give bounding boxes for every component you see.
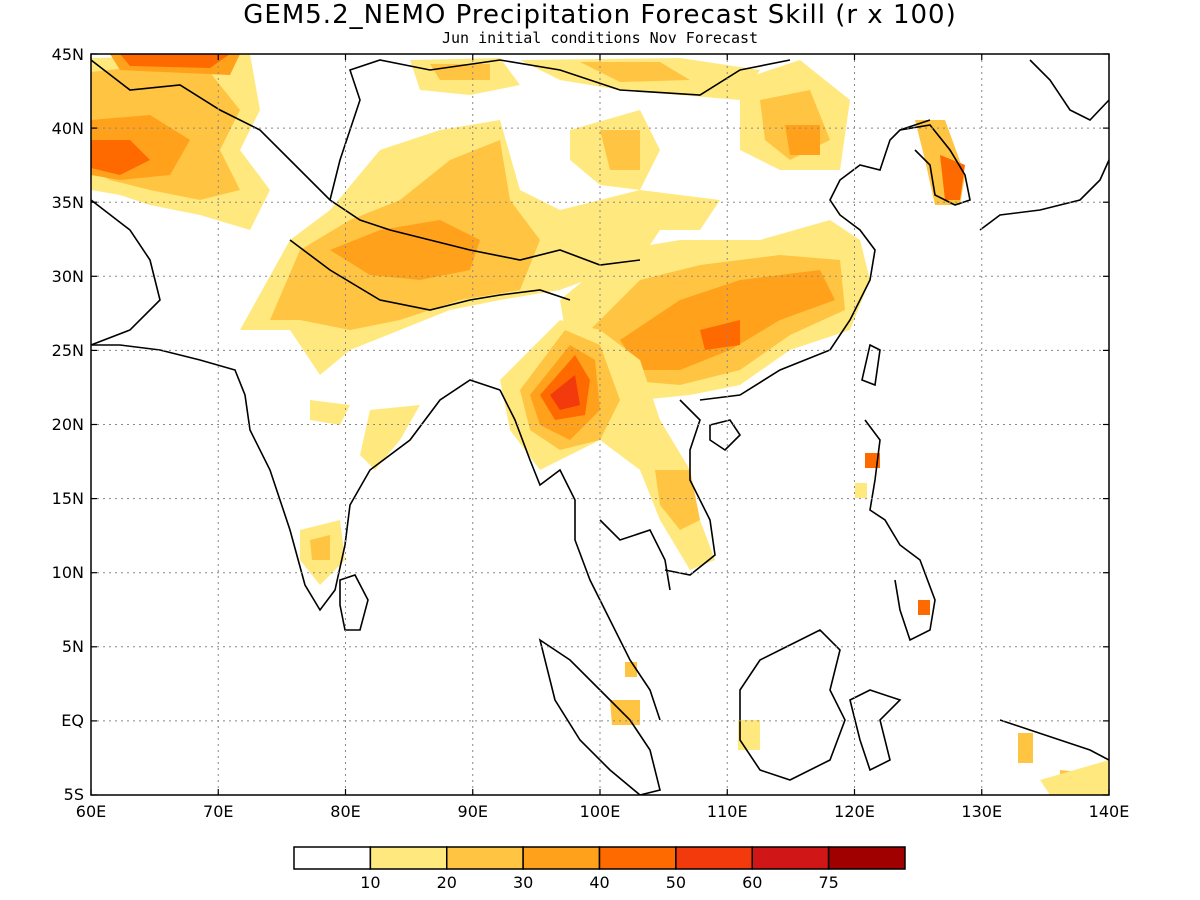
colorbar-swatch [293, 846, 372, 870]
coastline-south-china [699, 119, 931, 401]
coastline-sri-lanka [339, 574, 369, 631]
skill-contour [620, 270, 835, 370]
coastline-philippines [864, 419, 936, 642]
colorbar-label: 30 [513, 873, 533, 892]
coastline-japan [979, 159, 1109, 231]
colorbar-label: 10 [360, 873, 380, 892]
colorbar-label: 75 [818, 873, 838, 892]
skill-cell [918, 600, 930, 615]
lon-tick-label: 110E [707, 802, 748, 821]
colorbar-label: 20 [437, 873, 457, 892]
skill-contour [655, 470, 700, 530]
coastline-sumatra [538, 638, 661, 795]
skill-field [91, 54, 1109, 795]
skill-cell [1018, 733, 1033, 763]
coastline-borneo [739, 629, 846, 781]
lat-tick-label: EQ [61, 711, 84, 730]
map-subtitle: Jun initial conditions Nov Forecast [441, 29, 759, 47]
colorbar-label: 60 [742, 873, 762, 892]
border-china-mongolia [329, 59, 791, 201]
skill-cell [855, 483, 867, 498]
skill-contour [700, 320, 740, 350]
border-central-asia [91, 59, 641, 266]
lon-tick-label: 60E [76, 802, 106, 821]
colorbar-swatch [522, 846, 601, 870]
colorbar-label: 40 [589, 873, 609, 892]
colorbar-swatch [369, 846, 448, 870]
lat-tick-label: 10N [52, 563, 84, 582]
coastline-new-guinea [999, 719, 1109, 761]
map-title: GEM5.2_NEMO Precipitation Forecast Skill… [243, 0, 957, 30]
colorbar: 10 20 30 40 50 60 75 [293, 846, 906, 892]
colorbar-swatch [751, 846, 830, 870]
colorbar-label: 50 [666, 873, 686, 892]
skill-contour [610, 700, 640, 725]
border-himalaya [289, 239, 571, 311]
coastline-japan-north [1029, 59, 1109, 121]
skill-contour [550, 375, 580, 410]
border-iran-pakistan [91, 199, 161, 346]
coastline-hainan [709, 419, 742, 452]
colorbar-swatch [675, 846, 753, 870]
colorbar-swatch [446, 846, 524, 870]
skill-contour [360, 405, 420, 470]
skill-contour [120, 54, 230, 68]
skill-contour [580, 62, 690, 82]
skill-contour [310, 400, 350, 425]
lat-labels: 45N 40N 35N 30N 25N 20N 15N 10N 5N EQ 5S [52, 45, 84, 804]
lon-tick-label: 130E [961, 802, 1002, 821]
lon-tick-label: 90E [458, 802, 488, 821]
coastline-indochina [499, 389, 661, 721]
coastline-korea [899, 124, 971, 206]
lon-tick-label: 140E [1089, 802, 1130, 821]
colorbar-swatch [598, 846, 677, 870]
lon-labels: 60E 70E 80E 90E 100E 110E 120E 130E 140E [76, 802, 1130, 821]
skill-contour [330, 220, 480, 280]
lon-tick-label: 70E [203, 802, 233, 821]
colorbar-swatch [827, 846, 906, 870]
coastline-taiwan [861, 343, 881, 387]
grid-lines [91, 54, 1109, 795]
coastline-india [91, 344, 501, 612]
skill-contour [785, 125, 820, 155]
skill-contour [1040, 760, 1109, 795]
coastline-gulf-thailand [599, 519, 671, 591]
skill-contour [91, 140, 150, 175]
skill-contour [940, 155, 965, 200]
lat-tick-label: 5N [62, 637, 84, 656]
lat-tick-label: 35N [52, 193, 84, 212]
lat-tick-label: 30N [52, 267, 84, 286]
coastline-sulawesi [849, 689, 902, 772]
lat-tick-label: 25N [52, 341, 84, 360]
skill-cell [625, 662, 637, 677]
skill-contour [600, 130, 640, 170]
skill-contour [310, 535, 330, 560]
lon-tick-label: 100E [580, 802, 621, 821]
lat-tick-label: 20N [52, 415, 84, 434]
skill-contour [738, 720, 760, 750]
lat-tick-label: 40N [52, 119, 84, 138]
lat-tick-label: 5S [64, 785, 84, 804]
lat-tick-label: 15N [52, 489, 84, 508]
axis-ticks [90, 53, 1110, 796]
lat-tick-label: 45N [52, 45, 84, 64]
lon-tick-label: 120E [834, 802, 875, 821]
lon-tick-label: 80E [330, 802, 360, 821]
